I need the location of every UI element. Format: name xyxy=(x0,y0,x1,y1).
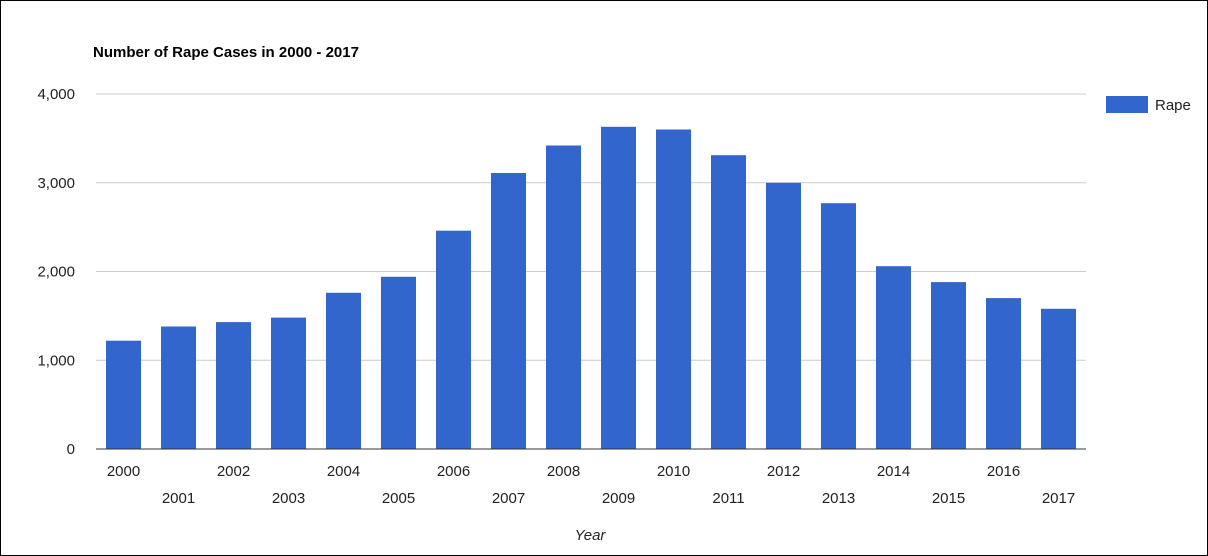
bar-2012 xyxy=(766,182,801,450)
x-tick-label: 2012 xyxy=(767,463,800,480)
bar-2000 xyxy=(106,340,141,449)
x-tick-label: 2014 xyxy=(877,463,910,480)
bar-2013 xyxy=(821,203,856,449)
x-tick-label: 2002 xyxy=(217,463,250,480)
x-tick-label: 2009 xyxy=(602,490,635,507)
bar-2011 xyxy=(711,155,746,449)
x-tick-label: 2017 xyxy=(1042,490,1075,507)
chart-title: Number of Rape Cases in 2000 - 2017 xyxy=(93,44,359,61)
bar-2016 xyxy=(986,298,1021,449)
x-axis-title: Year xyxy=(575,527,607,544)
bar-2008 xyxy=(546,145,581,449)
x-tick-label: 2008 xyxy=(547,463,580,480)
x-axis-tick-labels: 2000 2001 2002 2003 2004 2005 2006 2007 2008 2009… xyxy=(107,463,1075,507)
y-axis-tick-labels: 0 1,000 2,000 3,000 4,000 xyxy=(37,86,75,458)
x-tick-label: 2005 xyxy=(382,490,415,507)
x-tick-label: 2015 xyxy=(932,490,965,507)
bar-2002 xyxy=(216,322,251,449)
y-tick-label: 0 xyxy=(67,441,75,458)
x-tick-label: 2010 xyxy=(657,463,690,480)
bar-2001 xyxy=(161,326,196,449)
bar-2014 xyxy=(876,266,911,449)
x-tick-label: 2000 xyxy=(107,463,140,480)
y-tick-label: 1,000 xyxy=(37,352,75,369)
legend: Rape xyxy=(1106,96,1191,114)
bar-2009 xyxy=(601,126,636,450)
bar-2015 xyxy=(931,282,966,449)
y-tick-label: 4,000 xyxy=(37,86,75,103)
legend-swatch-rape xyxy=(1106,96,1148,113)
bar-2017 xyxy=(1041,308,1076,449)
x-tick-label: 2007 xyxy=(492,490,525,507)
x-tick-label: 2006 xyxy=(437,463,470,480)
x-tick-label: 2003 xyxy=(272,490,305,507)
gridlines xyxy=(96,93,1086,361)
bar-2005 xyxy=(381,276,416,449)
x-tick-label: 2016 xyxy=(987,463,1020,480)
x-tick-label: 2004 xyxy=(327,463,360,480)
legend-label-rape: Rape xyxy=(1155,97,1191,114)
x-tick-label: 2011 xyxy=(712,490,744,507)
bar-2006 xyxy=(436,230,471,449)
x-tick-label: 2001 xyxy=(162,490,195,507)
x-tick-label: 2013 xyxy=(822,490,855,507)
bar-2010 xyxy=(656,129,691,449)
bars xyxy=(106,126,1076,450)
bar-2003 xyxy=(271,317,306,449)
y-tick-label: 2,000 xyxy=(37,264,75,281)
bar-2007 xyxy=(491,173,526,449)
bar-2004 xyxy=(326,292,361,449)
y-tick-label: 3,000 xyxy=(37,175,75,192)
